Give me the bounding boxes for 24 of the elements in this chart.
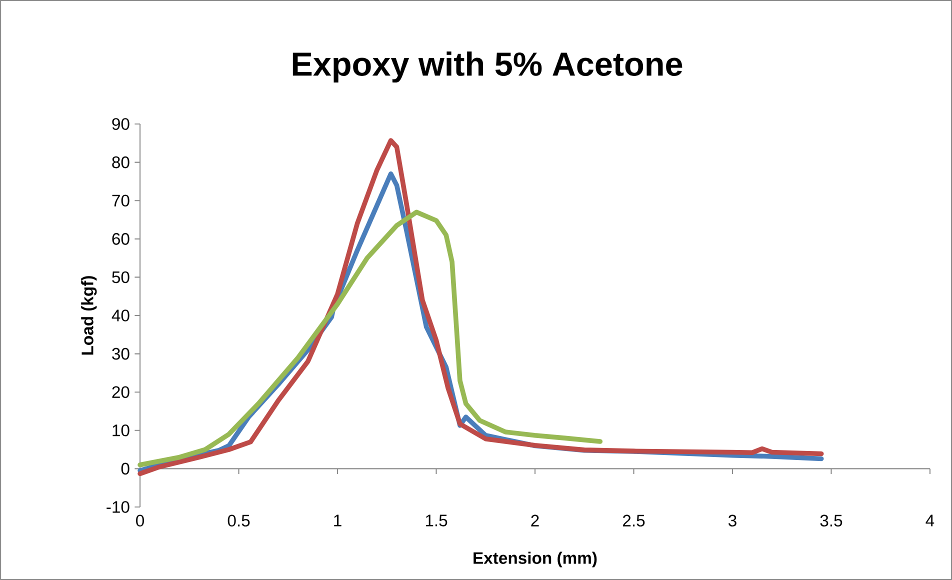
x-tick-label: 0.5 — [228, 514, 250, 527]
y-tick-label: 10 — [112, 424, 130, 436]
x-tick-label: 2 — [531, 514, 539, 526]
y-tick-label: 40 — [112, 310, 130, 322]
y-tick-label: 60 — [112, 233, 130, 245]
line-series — [138, 210, 603, 468]
y-tick-label: 50 — [112, 271, 130, 284]
y-tick-label: -10 — [106, 501, 130, 513]
chart-title: Expoxy with 5% Acetone — [292, 51, 682, 83]
x-tick-label: 0 — [136, 514, 144, 527]
x-tick-label: 3.5 — [820, 514, 842, 527]
y-axis-title: Load (kgf) — [81, 276, 97, 355]
y-tick-label: 20 — [112, 386, 130, 398]
y-tick-label: 0 — [121, 462, 130, 475]
x-tick-label: 2.5 — [623, 514, 645, 527]
x-tick-label: 1 — [334, 514, 342, 526]
y-tick-label: 90 — [112, 118, 130, 130]
x-tick-label: 3 — [728, 514, 736, 527]
y-tick-label: 70 — [112, 194, 130, 207]
x-tick-label: 1.5 — [426, 514, 448, 526]
x-axis-title: Extension (mm) — [474, 552, 597, 568]
x-tick-label: 4 — [926, 514, 934, 526]
y-tick-label: 30 — [112, 348, 130, 360]
y-tick-label: 80 — [112, 156, 130, 168]
